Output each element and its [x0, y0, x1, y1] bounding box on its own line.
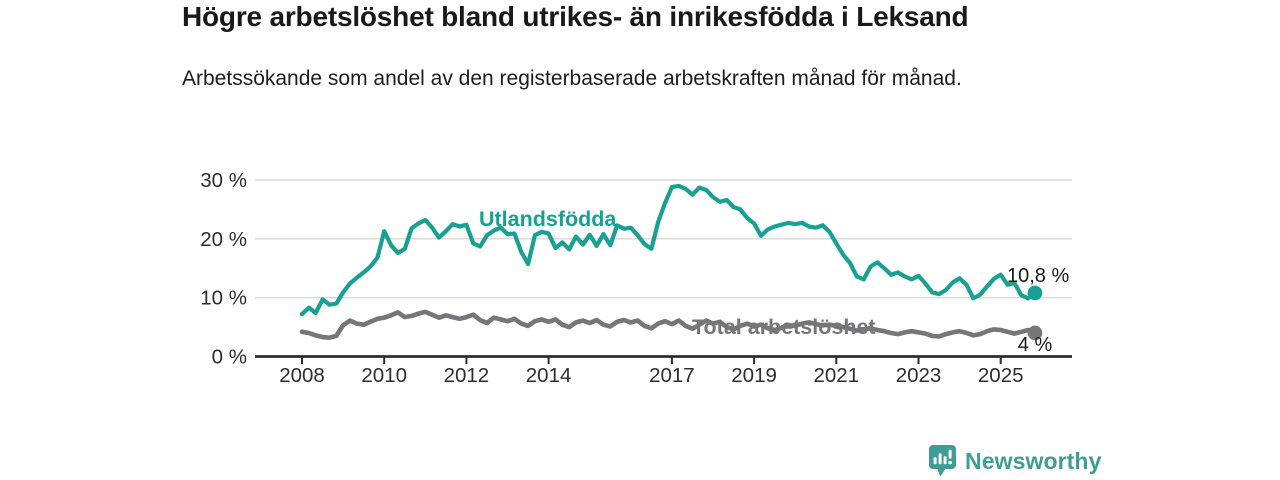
- footer-brand-name: Newsworthy: [965, 448, 1102, 474]
- series-line-0: [299, 183, 1038, 317]
- page-subtitle: Arbetssökande som andel av den registerb…: [182, 67, 962, 90]
- y-axis-tick-label: 0 %: [212, 346, 247, 369]
- x-axis-tick-label: 2023: [896, 364, 942, 387]
- x-axis-tick-label: 2010: [361, 364, 407, 387]
- x-axis-tick-label: 2017: [649, 364, 695, 387]
- series-end-value-1: 4 %: [1018, 334, 1053, 356]
- x-axis-tick-label: 2025: [978, 364, 1024, 387]
- series-line-1: [299, 309, 1038, 341]
- series-label-1: Total arbetslöshet: [692, 315, 876, 339]
- series-end-value-0: 10,8 %: [1007, 265, 1069, 287]
- page-title: Högre arbetslöshet bland utrikes- än inr…: [182, 1, 969, 32]
- newsworthy-logo-icon: [929, 445, 956, 477]
- series-end-dot-0: [1027, 285, 1043, 301]
- footer-brand: Newsworthy: [929, 445, 1101, 478]
- y-axis-tick-label: 30 %: [200, 169, 247, 192]
- x-axis-tick-label: 2008: [279, 364, 325, 387]
- y-axis-tick-label: 10 %: [200, 287, 247, 310]
- y-axis-tick-label: 20 %: [200, 228, 247, 251]
- series-label-0: Utlandsfödda: [479, 207, 617, 231]
- series-end-dot-1: [1027, 325, 1043, 341]
- x-axis-tick-label: 2012: [444, 364, 490, 387]
- x-axis-tick-label: 2021: [813, 364, 859, 387]
- x-axis-tick-label: 2019: [731, 364, 777, 387]
- x-axis-tick-label: 2014: [526, 364, 572, 387]
